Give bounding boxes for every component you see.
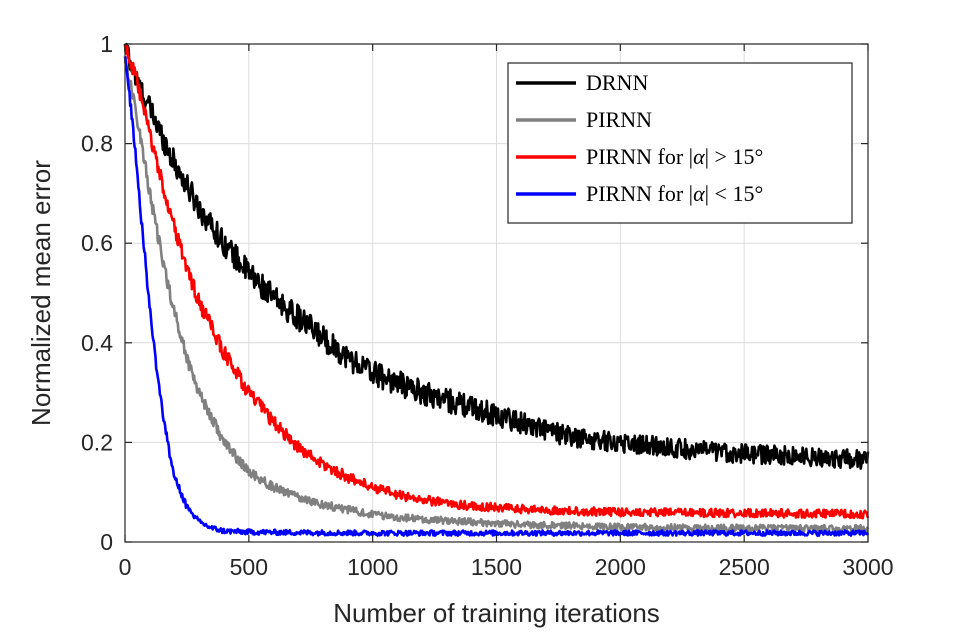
x-tick-label: 2000 (595, 554, 646, 580)
x-tick-label: 0 (119, 554, 132, 580)
y-tick-label: 0.6 (81, 230, 113, 256)
x-tick-label: 1000 (347, 554, 398, 580)
y-tick-label: 0 (100, 529, 113, 555)
legend-entry-label: PIRNN (586, 107, 652, 132)
series-line-4 (123, 56, 870, 537)
series-line-1 (123, 42, 870, 470)
axes (124, 43, 869, 543)
x-tick-label: 500 (230, 554, 268, 580)
x-axis-title: Number of training iterations (333, 598, 660, 628)
legend-entry-label: PIRNN for |α| > 15° (586, 144, 763, 169)
legend-entry-label: DRNN (586, 70, 648, 95)
series-group (123, 42, 870, 537)
tick-labels: 0 500 1000 1500 2000 2500 3000 0 0.2 0.4 0.6 0.8 1 (81, 31, 894, 580)
series-line-2 (123, 57, 870, 534)
series-line-3 (123, 44, 870, 520)
legend-box (507, 62, 853, 224)
legend-entry-label: PIRNN for |α| < 15° (586, 181, 763, 206)
y-tick-label: 1 (100, 31, 113, 57)
y-tick-label: 0.4 (81, 330, 113, 356)
y-tick-label: 0.2 (81, 429, 113, 455)
y-axis-title: Normalized mean error (26, 160, 56, 426)
x-tick-label: 1500 (471, 554, 522, 580)
x-tick-label: 3000 (842, 554, 893, 580)
x-tick-label: 2500 (719, 554, 770, 580)
y-tick-label: 0.8 (81, 131, 113, 157)
legend: DRNN PIRNN PIRNN for |α| > 15° PIRNN for |α… (507, 62, 853, 224)
